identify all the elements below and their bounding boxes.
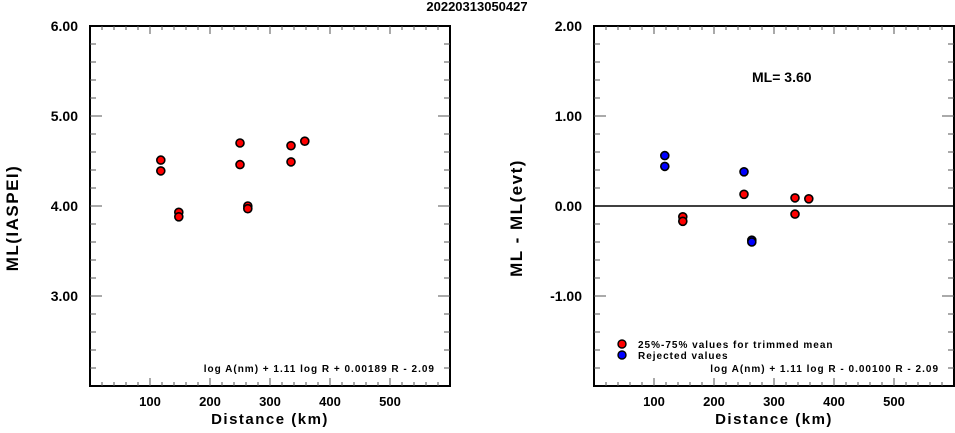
formula-text: log A(nm) + 1.11 log R - 0.00100 R - 2.0… xyxy=(710,364,939,375)
x-tick-label: 300 xyxy=(763,394,785,409)
used-point xyxy=(235,138,245,148)
x-tick-label: 300 xyxy=(259,394,281,409)
y-axis-label: ML - ML(evt) xyxy=(507,159,526,277)
x-tick-label: 400 xyxy=(319,394,341,409)
used-point xyxy=(299,136,310,146)
ml-vs-distance-plot: 100 200 300 400 500 3.00 4.00 5.00 6.00 Distance … xyxy=(3,18,451,428)
legend-label: Rejected values xyxy=(638,351,729,362)
y-tick-label: 1.00 xyxy=(555,108,582,124)
ml-annotation: ML= 3.60 xyxy=(752,69,812,85)
used-point xyxy=(803,194,814,204)
x-tick-label: 200 xyxy=(199,394,221,409)
x-tick-label: 500 xyxy=(379,394,401,409)
y-tick-label: -1.00 xyxy=(550,288,582,304)
x-axis-label: Distance (km) xyxy=(211,411,329,428)
rejected-point xyxy=(659,150,670,161)
legend-label: 25%-75% values for trimmed mean xyxy=(638,340,834,351)
x-tick-label: 400 xyxy=(823,394,845,409)
used-point xyxy=(677,216,688,227)
x-tick-label: 500 xyxy=(883,394,905,409)
x-axis-label: Distance (km) xyxy=(715,411,833,428)
used-point xyxy=(235,159,245,170)
y-tick-label: 6.00 xyxy=(51,18,78,34)
residual-vs-distance-plot: 100 200 300 400 500 -1.00 0.00 1.00 2.00 Distance… xyxy=(507,18,955,428)
y-tick-label: 4.00 xyxy=(51,198,78,214)
rejected-point xyxy=(739,167,749,177)
legend-marker xyxy=(617,339,627,349)
chart-title: 20220313050427 xyxy=(426,0,527,14)
x-tick-label: 100 xyxy=(139,394,161,409)
legend-marker xyxy=(617,350,627,360)
used-point xyxy=(286,157,296,167)
y-tick-label: 2.00 xyxy=(555,18,582,34)
used-point xyxy=(790,193,800,203)
plot-frame xyxy=(89,25,451,387)
used-point xyxy=(243,203,253,214)
used-point xyxy=(174,212,184,222)
formula-text: log A(nm) + 1.11 log R + 0.00189 R - 2.0… xyxy=(204,364,435,375)
used-point xyxy=(156,155,166,165)
used-point xyxy=(790,209,800,219)
x-tick-label: 200 xyxy=(703,394,725,409)
used-point xyxy=(156,166,166,176)
used-point xyxy=(286,140,296,151)
y-tick-label: 3.00 xyxy=(51,288,78,304)
rejected-point xyxy=(746,237,757,247)
y-axis-label: ML(IASPEI) xyxy=(3,165,22,272)
x-tick-label: 100 xyxy=(643,394,665,409)
y-tick-label: 0.00 xyxy=(555,198,582,214)
used-point xyxy=(739,189,749,200)
rejected-point xyxy=(659,161,670,172)
y-tick-label: 5.00 xyxy=(51,108,78,124)
